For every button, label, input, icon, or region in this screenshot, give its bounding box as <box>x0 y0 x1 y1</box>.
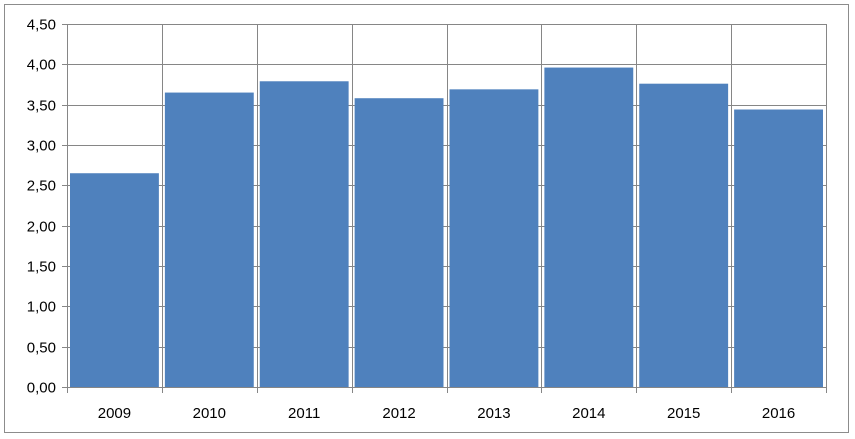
axis-layer <box>67 24 827 388</box>
y-tick-label: 1,00 <box>27 299 56 316</box>
x-tick-label: 2010 <box>193 405 226 422</box>
y-tick-label: 3,50 <box>27 98 56 115</box>
label-layer: 0,00 0,50 1,00 1,50 2,00 2,50 3,00 3,50 4,00 4,50… <box>27 17 795 423</box>
bar-2010 <box>164 92 254 388</box>
bar-2016 <box>734 109 823 388</box>
y-tick-label: 4,00 <box>27 57 56 74</box>
x-tick-label: 2016 <box>762 405 795 422</box>
x-tick-label: 2015 <box>667 405 700 422</box>
bar-2012 <box>354 98 444 388</box>
y-tick-label: 2,50 <box>27 178 56 195</box>
y-tick-label: 3,00 <box>27 138 56 155</box>
bar-layer <box>70 67 823 388</box>
x-tick-label: 2014 <box>572 405 605 422</box>
y-tick-label: 1,50 <box>27 259 56 276</box>
x-tick-label: 2011 <box>288 405 320 422</box>
y-tick-label: 0,00 <box>27 380 56 397</box>
x-tick-label: 2013 <box>477 405 510 422</box>
bar-2011 <box>259 81 349 388</box>
y-tick-label: 0,50 <box>27 340 56 357</box>
x-tick-label: 2012 <box>382 405 415 422</box>
bar-2009 <box>70 173 159 387</box>
bar-2013 <box>449 89 539 387</box>
bar-2014 <box>544 67 634 387</box>
y-tick-label: 2,00 <box>27 219 56 236</box>
bar-2015 <box>639 83 729 388</box>
y-tick-label: 4,50 <box>27 17 56 34</box>
x-tick-label: 2009 <box>98 405 131 422</box>
